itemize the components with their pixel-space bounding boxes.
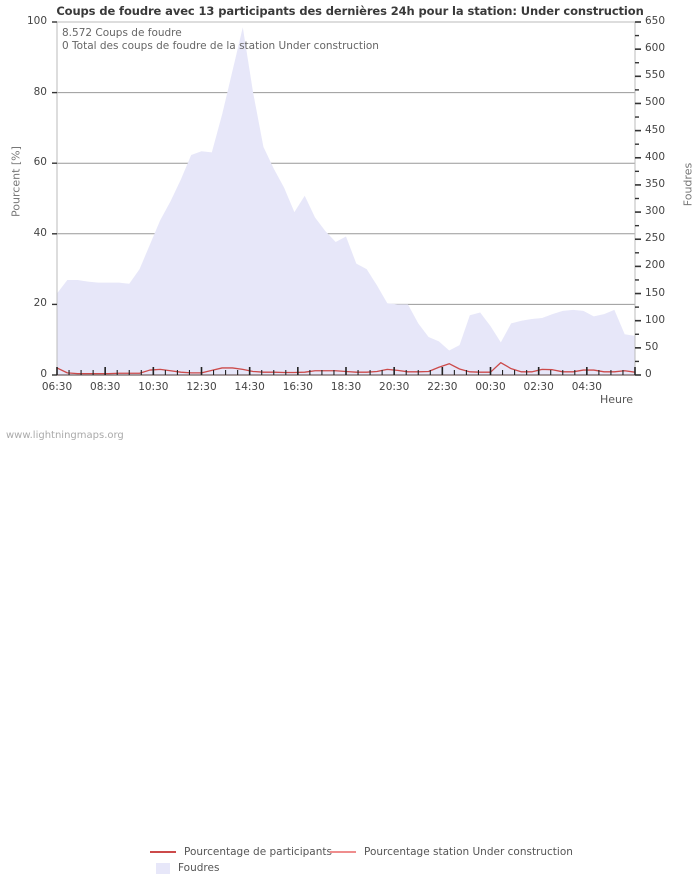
- y-right-tick-250: 250: [645, 232, 666, 245]
- legend-item-2[interactable]: Pourcentage station Under construction: [330, 846, 573, 858]
- y-right-tick-450: 450: [645, 123, 666, 136]
- y-left-tick-40: 40: [33, 226, 47, 239]
- x-tick-2230: 22:30: [427, 381, 458, 393]
- x-tick-0430: 04:30: [571, 381, 602, 393]
- page-title: Coups de foudre avec 13 participants des…: [56, 4, 644, 18]
- x-tick-1830: 18:30: [330, 381, 362, 393]
- lightning-chart: Coups de foudre avec 13 participants des…: [6, 4, 695, 874]
- x-tick-1230: 12:30: [186, 381, 217, 393]
- y-left-tick-100: 100: [26, 15, 47, 27]
- y-right-tick-500: 500: [645, 96, 666, 109]
- y-left-tick-20: 20: [33, 297, 47, 310]
- x-axis-title: Heure: [600, 393, 634, 406]
- x-tick-0830: 08:30: [90, 381, 121, 393]
- legend-area-swatch-icon: [156, 862, 170, 874]
- y-right-tick-0: 0: [645, 368, 652, 380]
- foudres-area-series: [57, 27, 635, 376]
- x-tick-1630: 16:30: [282, 381, 313, 393]
- x-tick-0030: 00:30: [475, 381, 506, 393]
- x-tick-1430: 14:30: [234, 381, 265, 393]
- y-right-tick-650: 650: [645, 15, 666, 27]
- legend-item-1[interactable]: Pourcentage de participants: [150, 846, 332, 858]
- x-tick-1030: 10:30: [138, 381, 169, 393]
- y-right-tick-400: 400: [645, 150, 666, 163]
- legend-item-3[interactable]: Foudres: [150, 862, 219, 874]
- y-right-tick-200: 200: [645, 259, 666, 272]
- legend-line-swatch-icon: [150, 851, 176, 853]
- y-right-tick-300: 300: [645, 205, 666, 218]
- plot-canvas: [52, 21, 641, 376]
- y-right-tick-50: 50: [645, 340, 659, 353]
- x-tick-0230: 02:30: [523, 381, 554, 393]
- y-right-tick-350: 350: [645, 177, 666, 190]
- annotation-total-strokes: 8.572 Coups de foudre: [62, 27, 182, 39]
- watermark: www.lightningmaps.org: [6, 430, 124, 441]
- y-left-tick-60: 60: [33, 156, 47, 169]
- x-tick-2030: 20:30: [379, 381, 410, 393]
- y-left-tick-80: 80: [33, 85, 47, 98]
- legend-label: Pourcentage station Under construction: [364, 846, 573, 858]
- y-left-tick-0: 0: [40, 368, 47, 380]
- axis-tick-marks: [52, 21, 641, 376]
- legend-line-swatch-icon: [330, 851, 356, 853]
- legend-label: Pourcentage de participants: [184, 846, 332, 858]
- y-right-tick-100: 100: [645, 313, 666, 326]
- legend-label: Foudres: [178, 862, 220, 874]
- annotation-station-strokes: 0 Total des coups de foudre de la statio…: [62, 40, 379, 52]
- x-tick-0630: 06:30: [41, 381, 73, 393]
- y-axis-left-title: Pourcent [%]: [9, 146, 23, 217]
- y-right-tick-550: 550: [645, 69, 666, 82]
- y-right-tick-150: 150: [645, 286, 666, 299]
- y-right-tick-600: 600: [645, 42, 666, 55]
